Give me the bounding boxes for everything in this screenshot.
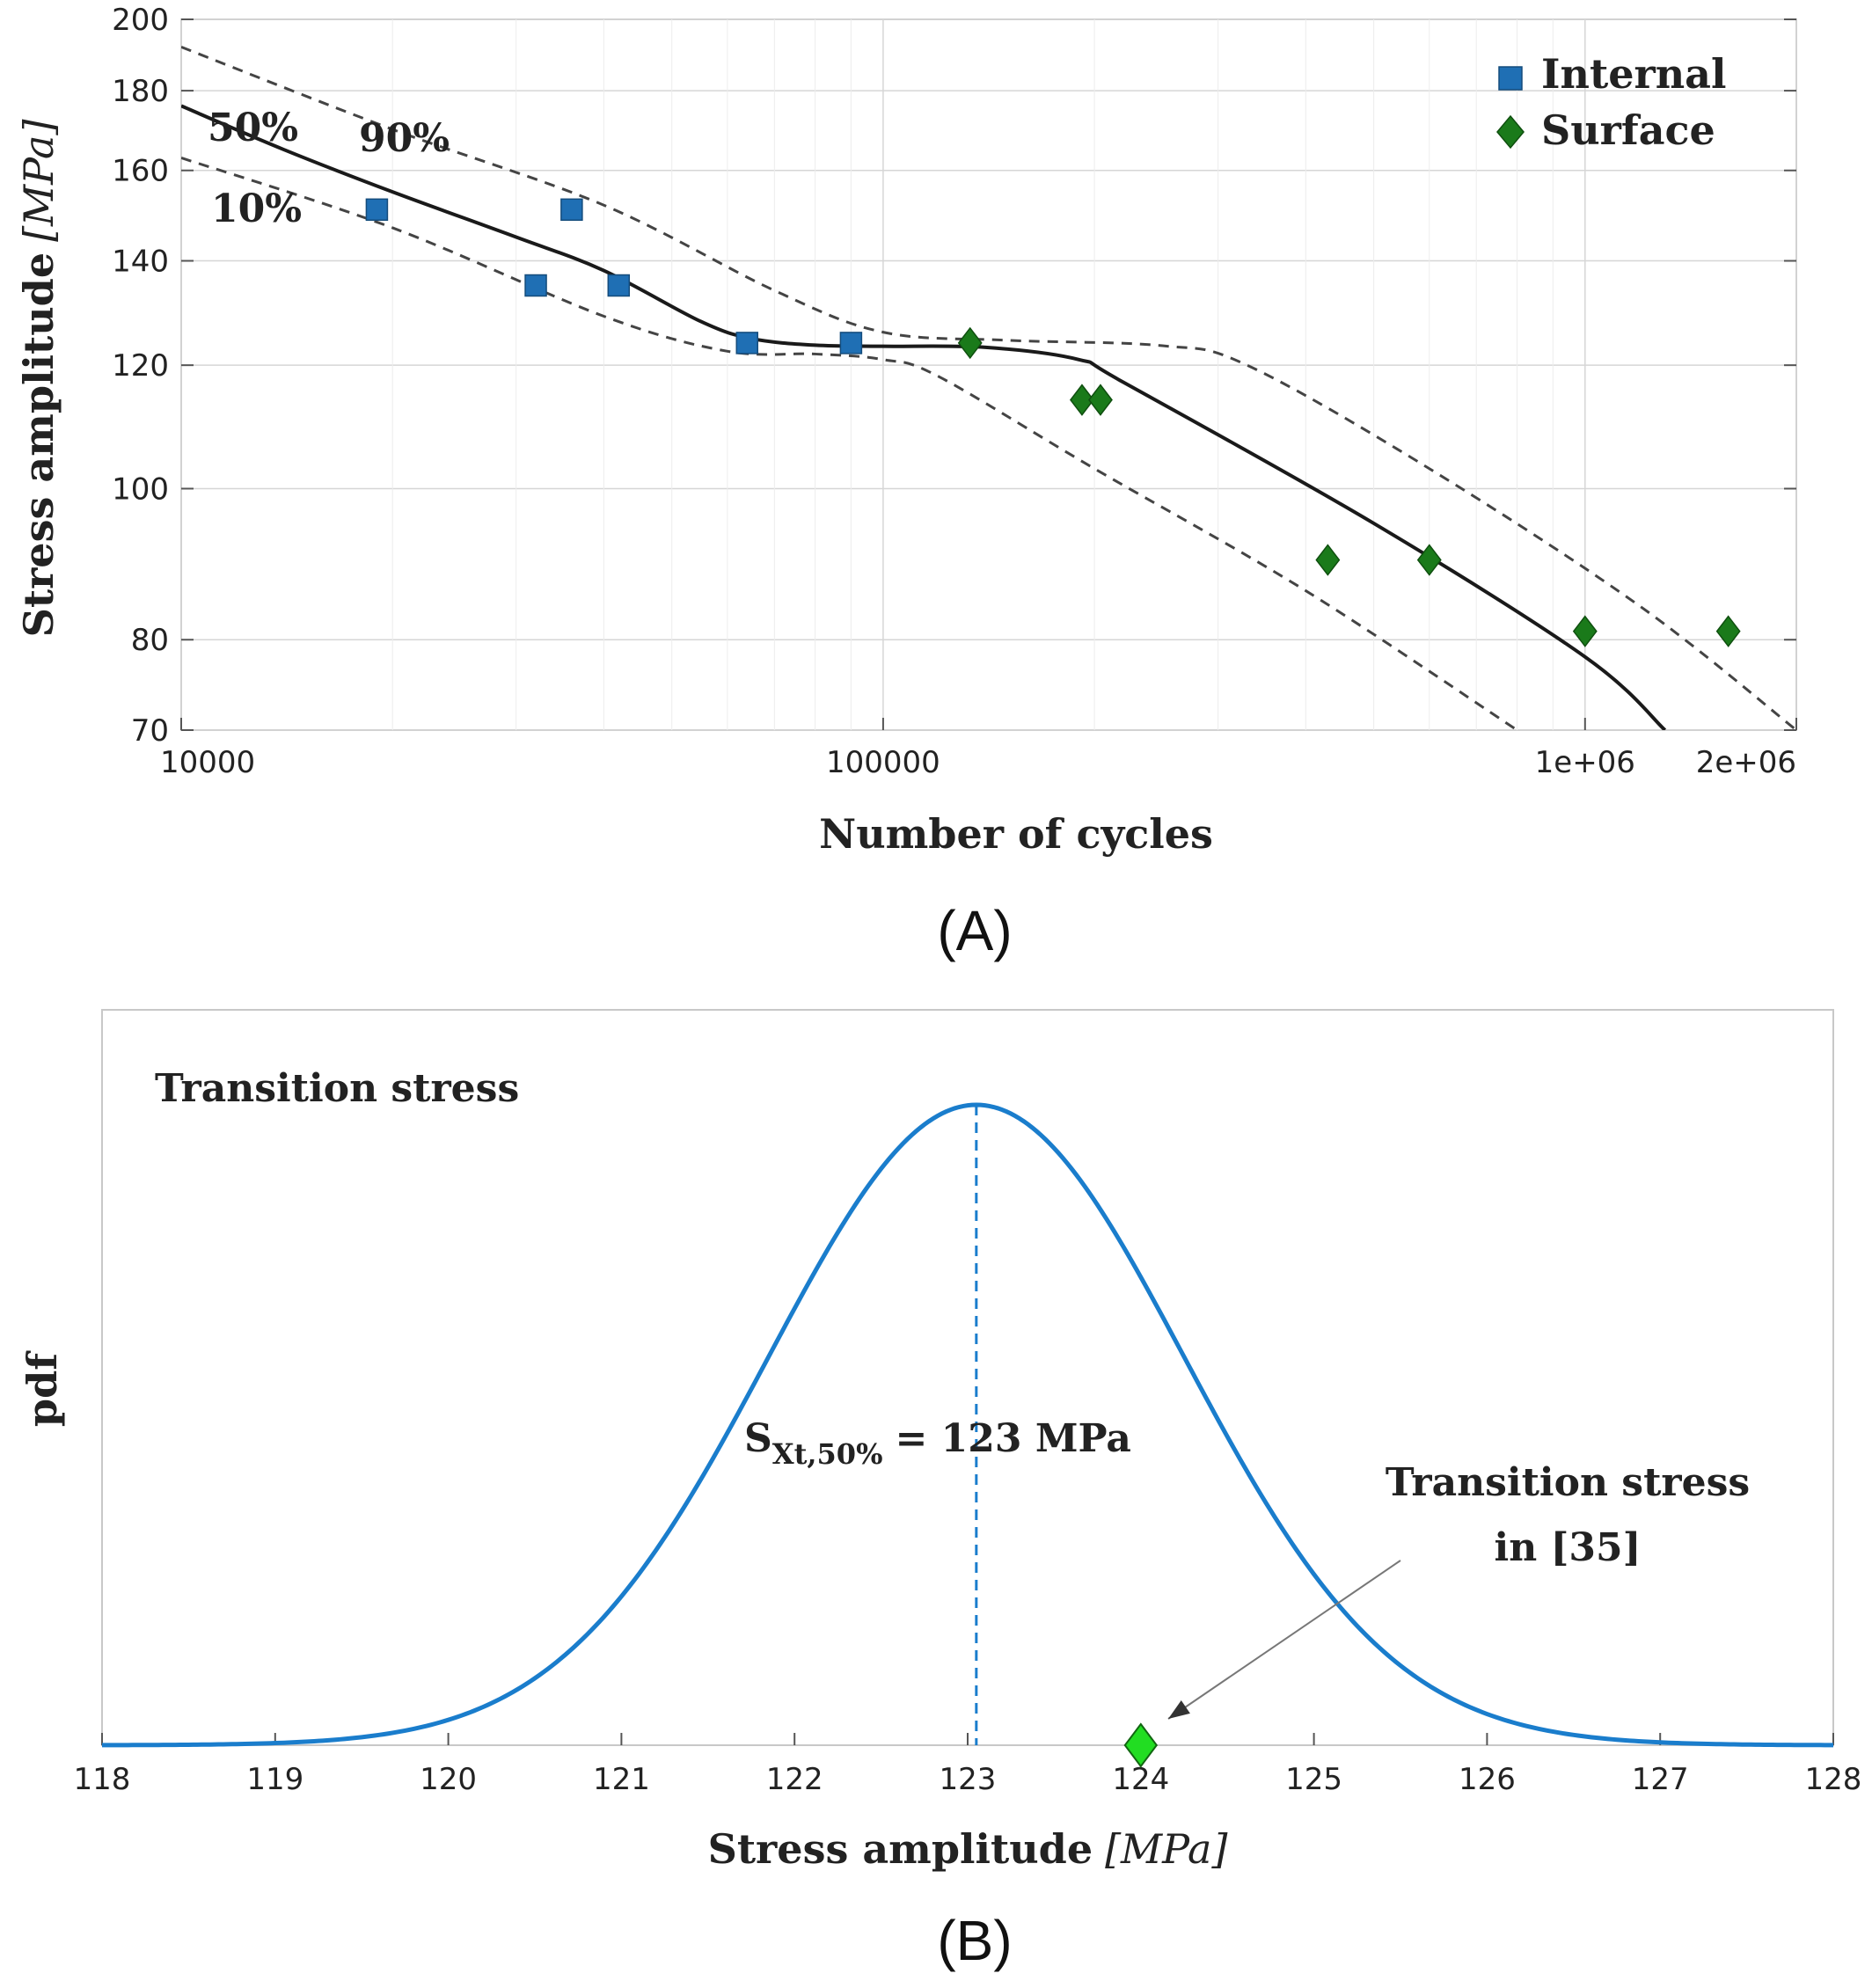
point-internal [839,332,863,354]
x-ticks-b: 118 119 120 121 122 123 124 125 126 127 128 [74,1733,1862,1797]
x-ticks-a: 10000 100000 1e+06 2e+06 [160,718,1797,780]
points-a [365,198,1741,647]
panel-label-a: (A) [937,899,1012,962]
x-tick-label: 2e+06 [1696,745,1796,780]
median-symbol: S [744,1416,772,1461]
reference-arrow [1167,1560,1401,1720]
x-axis-label-b-unit: [MPa] [1105,1825,1227,1873]
point-surface [1070,384,1094,416]
point-internal [735,332,759,354]
median-value: = 123 MPa [895,1416,1130,1461]
y-ticks-a: 70 80 100 120 140 160 180 200 [112,3,1796,749]
point-surface [1715,615,1741,647]
pdf-curve [101,1102,1834,1748]
point-surface [1572,615,1598,647]
y-axis-label-a-text: Stress amplitude [15,252,62,638]
point-internal [365,198,389,222]
y-tick-label: 70 [131,713,169,749]
curve-90pct [181,46,1796,730]
x-tick-label: 10000 [160,745,255,780]
x-tick-label-b: 125 [1285,1762,1342,1797]
x-tick-label-b: 127 [1632,1762,1689,1797]
point-surface [1088,384,1113,416]
legend-a: Internal Surface [1496,50,1726,154]
curve-label-90: 90% [359,116,450,161]
panel-b: 118 119 120 121 122 123 124 125 126 127 128 Transi… [18,1009,1862,1972]
x-tick-label-b: 123 [940,1762,997,1797]
y-tick-label: 200 [112,3,169,38]
x-tick-label: 1e+06 [1535,745,1635,780]
legend-label-internal: Internal [1541,50,1726,98]
y-axis-label-a: Stress amplitude [MPa] [15,120,62,638]
curve-label-50: 50% [208,106,298,150]
plot-area-a [180,18,1797,731]
y-tick-label: 160 [112,154,169,189]
median-subscript: Xt,50% [772,1437,883,1471]
point-surface [957,326,983,360]
panel-label-b: (B) [937,1909,1012,1972]
y-tick-label: 180 [112,74,169,109]
point-internal [607,274,631,297]
legend-marker-internal [1498,66,1523,91]
y-tick-label: 140 [112,245,169,280]
point-surface [1315,544,1341,576]
grid-a [180,18,1797,731]
x-tick-label-b: 126 [1459,1762,1516,1797]
x-tick-label: 100000 [826,745,940,780]
point-internal [560,198,583,222]
curve-10pct [181,157,1518,730]
y-tick-label: 100 [112,471,169,507]
point-surface [1416,544,1442,576]
x-axis-label-b: Stress amplitude [MPa] [708,1825,1228,1873]
x-axis-label-a: Number of cycles [819,810,1213,858]
reference-annotation-line-1: Transition stress [1386,1460,1750,1505]
x-tick-label-b: 122 [766,1762,823,1797]
curve-label-10: 10% [211,186,302,231]
x-tick-label-b: 120 [420,1762,477,1797]
plot-area-b [101,1009,1834,1746]
reference-annotation-line-2: in [35] [1495,1525,1642,1570]
point-internal [524,274,547,297]
x-tick-label-b: 121 [593,1762,650,1797]
reference-point-marker [1123,1722,1159,1768]
median-label: SXt,50% = 123 MPa [744,1416,1131,1471]
x-tick-label-b: 128 [1805,1762,1862,1797]
x-tick-label-b: 119 [246,1762,303,1797]
x-axis-label-b-text: Stress amplitude [708,1825,1093,1873]
x-tick-label-b: 118 [74,1762,131,1797]
reference-arrowhead [1168,1700,1190,1719]
y-axis-label-b: pdf [18,1350,66,1427]
panel-a: 70 80 100 120 140 160 180 200 10000 100000 1e+06 2… [15,3,1797,962]
legend-marker-surface [1496,114,1525,150]
y-tick-label: 120 [112,348,169,384]
y-tick-label: 80 [131,623,169,658]
legend-label-surface: Surface [1541,106,1715,154]
y-axis-label-a-unit: [MPa] [15,120,62,242]
chart-title-b: Transition stress [155,1066,519,1111]
